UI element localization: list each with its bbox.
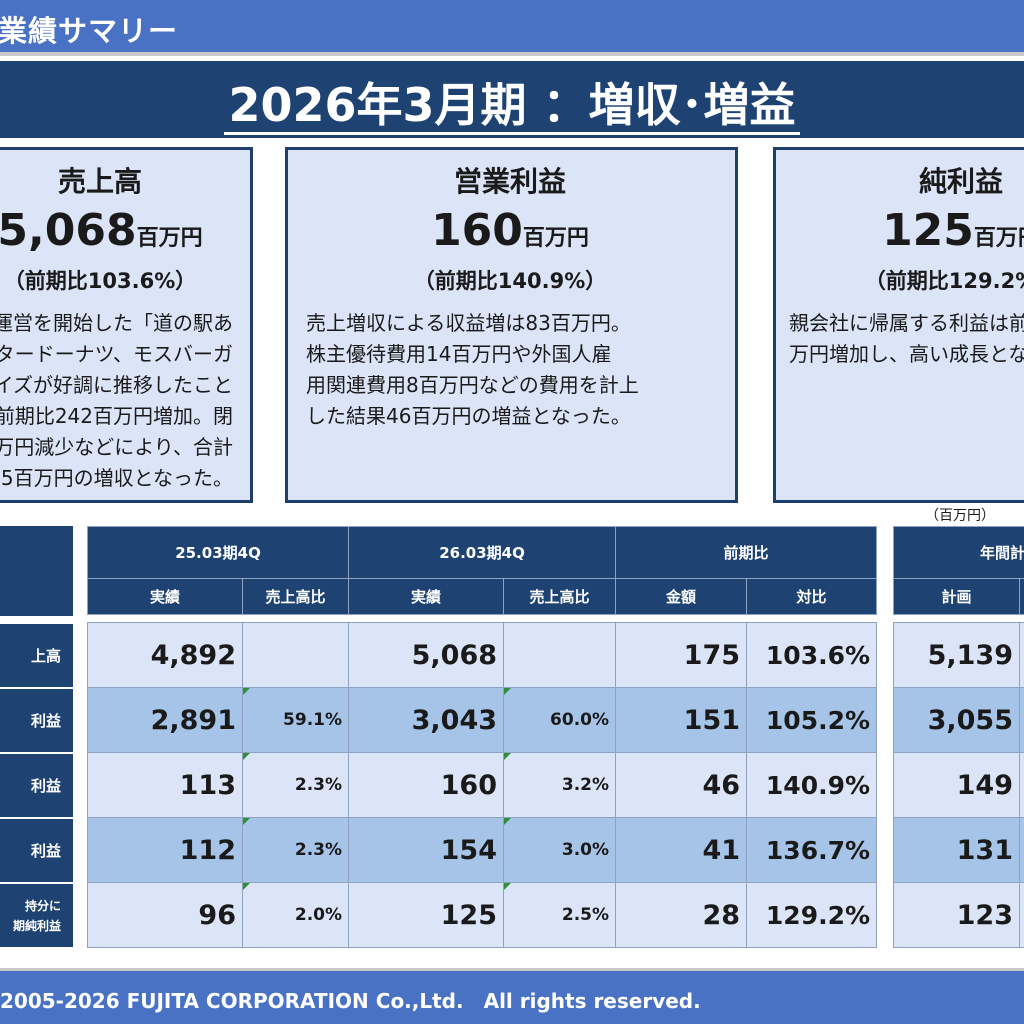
sales-card: 売上高 5,068百万円 （前期比103.6%） 新規出店した店舗や運営を開始し… [0, 147, 253, 503]
card-title: 売上高 [57, 165, 142, 198]
table-row: 112 2.3% 154 3.0% 41 136.7% [87, 817, 878, 883]
card-ratio: （前期比140.9%） [413, 269, 607, 293]
operating-profit-card: 営業利益 160百万円 （前期比140.9%） 売上増収による収益増は83百万円… [285, 147, 738, 503]
unit-note: （百万円） [925, 508, 995, 524]
table-row: 3,055 [893, 687, 1024, 753]
row-label: 利益 [0, 754, 73, 817]
card-unit: 百万円 [522, 226, 589, 251]
plan-table: 年間計画 計画 5,139 3,055 149 131 123 [892, 526, 1024, 948]
page-title: 業績サマリー [0, 14, 179, 48]
card-description: 親会社に帰属する利益は前期比28百 万円増加し、高い成長となった。 [789, 311, 1024, 366]
row-label-header [0, 526, 73, 616]
table-row: 5,139 [893, 622, 1024, 688]
card-unit: 百万円 [973, 226, 1024, 251]
group-header: 年間計画 [892, 526, 1024, 579]
results-table: 25.03期4Q 26.03期4Q 前期比 実績 売上高比 実績 売上高比 金額… [86, 526, 878, 948]
column-header: 実績 [348, 578, 505, 615]
table-row: 113 2.3% 160 3.2% 46 140.9% [87, 752, 878, 818]
net-profit-card: 純利益 125百万円 （前期比129.2%） 親会社に帰属する利益は前期比28百… [773, 147, 1024, 503]
copyright-text: ©2005-2026 FUJITA CORPORATION Co.,Ltd. A… [0, 989, 701, 1013]
summary-banner: 2026年3月期 ：増収･増益 [0, 61, 1024, 138]
card-unit: 百万円 [136, 226, 203, 251]
card-value: 125 [882, 205, 974, 256]
card-value: 160 [431, 205, 523, 256]
column-header: 売上高比 [241, 578, 350, 615]
footer-bar: ©2005-2026 FUJITA CORPORATION Co.,Ltd. A… [0, 968, 1024, 1024]
banner-title: 2026年3月期 ：増収･増益 [224, 78, 800, 135]
group-header: 25.03期4Q [86, 526, 350, 579]
card-value: 5,068 [0, 205, 137, 256]
table-row: 149 [893, 752, 1024, 818]
column-header: 売上高比 [503, 578, 617, 615]
column-header: 計画 [893, 578, 1020, 615]
row-label: 利益 [0, 819, 73, 882]
group-header: 26.03期4Q [348, 526, 617, 579]
table-row: 96 2.0% 125 2.5% 28 129.2% [87, 882, 878, 948]
table-row: 123 [893, 882, 1024, 948]
row-label: 持分に 期純利益 [0, 884, 73, 947]
card-ratio: （前期比129.2%） [864, 269, 1024, 293]
header-divider [0, 52, 1024, 56]
header-bar: 業績サマリー [0, 0, 1024, 52]
column-header: 実績 [87, 578, 243, 615]
table-row: 131 [893, 817, 1024, 883]
row-label: 利益 [0, 689, 73, 752]
row-label: 上高 [0, 624, 73, 687]
table-row: 2,891 59.1% 3,043 60.0% 151 105.2% [87, 687, 878, 753]
column-header: 金額 [615, 578, 748, 615]
card-description: 売上増収による収益増は83百万円。 株主優待費用14百万円や外国人雇 用関連費用… [306, 311, 639, 428]
table-row: 4,892 5,068 175 103.6% [87, 622, 878, 688]
card-title: 営業利益 [453, 165, 566, 198]
card-title: 純利益 [918, 165, 1003, 198]
card-description: 新規出店した店舗や運営を開始した「道の駅あ おき」に加え、ミスタードーナツ、モス… [0, 311, 233, 490]
column-header: 対比 [746, 578, 878, 615]
group-header: 前期比 [615, 526, 878, 579]
card-ratio: （前期比103.6%） [3, 269, 197, 293]
